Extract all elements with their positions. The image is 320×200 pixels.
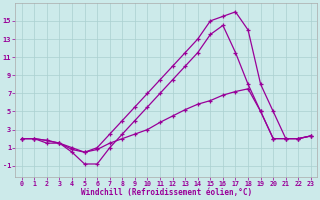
X-axis label: Windchill (Refroidissement éolien,°C): Windchill (Refroidissement éolien,°C) [81, 188, 252, 197]
